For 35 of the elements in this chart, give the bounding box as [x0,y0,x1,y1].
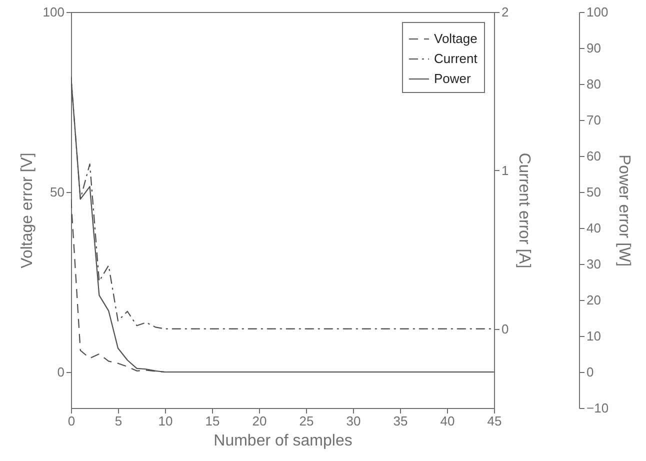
x-tick-label: 40 [440,414,455,428]
y-axis-title: Voltage error [V] [18,152,36,268]
y3-tick-label: 100 [586,4,608,20]
y3-tick-label: −10 [586,400,609,416]
x-tick-label: 25 [299,414,314,428]
y2-axis-title: Current error [A] [516,152,533,268]
x-tick-label: 30 [346,414,361,428]
y-tick-label: 50 [50,184,64,200]
y2-tick-label: 0 [502,321,509,336]
x-tick-label: 10 [158,414,173,428]
x-axis-title: Number of samples [214,432,352,450]
y3-axis-title: Power error [W] [616,154,633,267]
y3-tick-label: 60 [586,148,601,164]
y3-tick-label: 40 [586,220,601,236]
x-tick-label: 15 [205,414,220,428]
y3-tick-label: 70 [586,112,601,128]
x-tick-label: 0 [68,414,76,428]
x-tick-label: 35 [393,414,408,428]
y3-tick-label: 10 [586,328,601,344]
y-tick-label: 0 [57,364,64,380]
x-tick-label: 5 [114,414,122,428]
y3-tick-label: 50 [586,184,601,200]
x-tick-label: 20 [252,414,267,428]
y3-tick-label: 0 [586,364,594,380]
legend-label: Power [434,71,472,86]
y2-tick-label: 2 [502,4,509,20]
y3-tick-label: 80 [586,76,601,92]
legend-label: Current [434,51,478,66]
y3-tick-label: 20 [586,292,601,308]
y-tick-label: 100 [42,4,64,20]
y3-tick-label: 30 [586,256,601,272]
y2-tick-label: 1 [502,162,509,178]
y3-tick-label: 90 [586,40,601,56]
x-tick-label: 45 [487,414,502,428]
legend-label: Voltage [434,31,478,46]
